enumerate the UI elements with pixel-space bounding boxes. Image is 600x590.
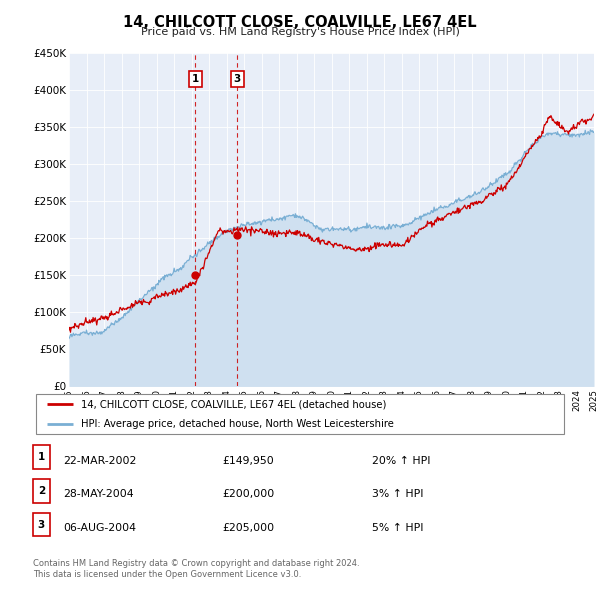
Text: £149,950: £149,950 xyxy=(222,456,274,466)
FancyBboxPatch shape xyxy=(36,394,564,434)
Text: 14, CHILCOTT CLOSE, COALVILLE, LE67 4EL: 14, CHILCOTT CLOSE, COALVILLE, LE67 4EL xyxy=(123,15,477,30)
Text: 5% ↑ HPI: 5% ↑ HPI xyxy=(372,523,424,533)
FancyBboxPatch shape xyxy=(33,479,50,503)
Text: 28-MAY-2004: 28-MAY-2004 xyxy=(63,490,134,499)
FancyBboxPatch shape xyxy=(33,445,50,469)
Text: 14, CHILCOTT CLOSE, COALVILLE, LE67 4EL (detached house): 14, CHILCOTT CLOSE, COALVILLE, LE67 4EL … xyxy=(81,399,386,409)
FancyBboxPatch shape xyxy=(33,513,50,536)
Text: Price paid vs. HM Land Registry's House Price Index (HPI): Price paid vs. HM Land Registry's House … xyxy=(140,27,460,37)
Text: 3: 3 xyxy=(234,74,241,84)
Text: £200,000: £200,000 xyxy=(222,490,274,499)
Text: HPI: Average price, detached house, North West Leicestershire: HPI: Average price, detached house, Nort… xyxy=(81,419,394,428)
Text: 20% ↑ HPI: 20% ↑ HPI xyxy=(372,456,431,466)
Text: This data is licensed under the Open Government Licence v3.0.: This data is licensed under the Open Gov… xyxy=(33,570,301,579)
Text: 06-AUG-2004: 06-AUG-2004 xyxy=(63,523,136,533)
Text: 1: 1 xyxy=(38,453,45,462)
Text: 3: 3 xyxy=(38,520,45,529)
Text: Contains HM Land Registry data © Crown copyright and database right 2024.: Contains HM Land Registry data © Crown c… xyxy=(33,559,359,568)
Text: 2: 2 xyxy=(38,486,45,496)
Text: 1: 1 xyxy=(192,74,199,84)
Text: 3% ↑ HPI: 3% ↑ HPI xyxy=(372,490,424,499)
Text: £205,000: £205,000 xyxy=(222,523,274,533)
Text: 22-MAR-2002: 22-MAR-2002 xyxy=(63,456,136,466)
